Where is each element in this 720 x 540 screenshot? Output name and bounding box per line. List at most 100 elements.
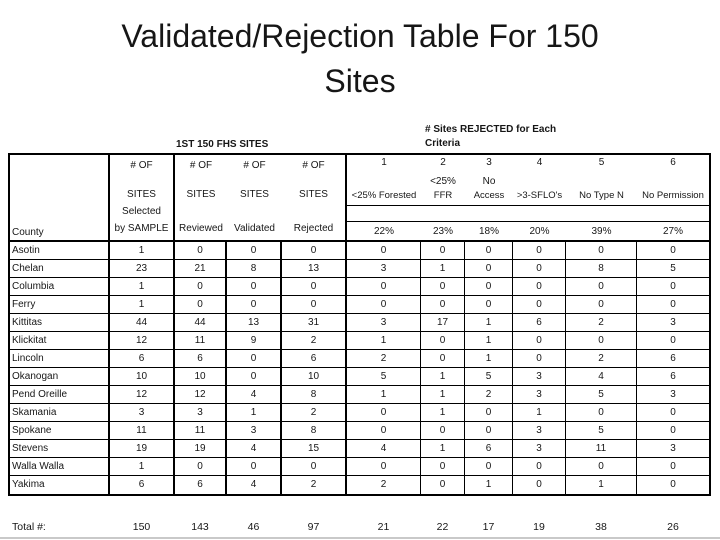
value-cell: 1: [421, 386, 465, 404]
criteria-header-column: 1 <25% Forested: [347, 155, 421, 205]
value-cell: 0: [465, 404, 513, 422]
value-cell: 44: [110, 314, 175, 332]
criteria-percent-row: 22% 23% 18% 20% 39% 27%: [347, 222, 709, 240]
value-cell: 3: [347, 314, 421, 332]
value-cell: 0: [227, 278, 282, 296]
value-cell: 1: [513, 404, 566, 422]
value-cell: 3: [513, 422, 566, 440]
criteria-sublabel: <25%: [430, 176, 456, 187]
table-row: Columbia 1 0 0 0 0 0 0 0 0 0: [10, 278, 709, 296]
value-cell: 1: [465, 332, 513, 350]
value-cell: 12: [175, 386, 227, 404]
value-cell: 5: [566, 422, 637, 440]
value-cell: 2: [465, 386, 513, 404]
county-cell: Chelan: [10, 260, 110, 278]
value-cell: 0: [637, 332, 709, 350]
criteria-sublabel: No: [482, 176, 496, 187]
value-cell: 1: [421, 440, 465, 458]
value-cell: 9: [227, 332, 282, 350]
value-cell: 3: [227, 422, 282, 440]
value-cell: 1: [421, 260, 465, 278]
county-cell: Asotin: [10, 242, 110, 260]
value-cell: 0: [637, 296, 709, 314]
value-cell: 2: [282, 332, 347, 350]
value-cell: 1: [465, 314, 513, 332]
right-section-label: # Sites REJECTED for Each Criteria: [425, 123, 556, 151]
criteria-number: 2: [440, 157, 446, 168]
criteria-label: FFR: [433, 190, 453, 201]
total-value-cell: 46: [247, 521, 260, 533]
value-cell: 11: [175, 332, 227, 350]
county-cell: Kittitas: [10, 314, 110, 332]
county-header-cell: County: [10, 155, 110, 240]
site-header-line: Validated: [234, 223, 275, 234]
value-cell: 0: [513, 350, 566, 368]
value-cell: 6: [175, 476, 227, 494]
criteria-label: No Type N: [579, 190, 624, 201]
value-cell: 0: [513, 476, 566, 494]
value-cell: 0: [227, 350, 282, 368]
value-cell: 1: [347, 332, 421, 350]
county-cell: Skamania: [10, 404, 110, 422]
county-header-label: County: [12, 227, 44, 238]
value-cell: 1: [421, 368, 465, 386]
site-header-line: Rejected: [293, 223, 334, 234]
value-cell: 0: [421, 350, 465, 368]
value-cell: 0: [282, 458, 347, 476]
value-cell: 0: [465, 278, 513, 296]
value-cell: 3: [513, 440, 566, 458]
criteria-percent: 20%: [529, 225, 550, 237]
value-cell: 3: [110, 404, 175, 422]
value-cell: 3: [637, 314, 709, 332]
value-cell: 5: [465, 368, 513, 386]
sample-header-line: # OF: [130, 160, 153, 171]
table-body: Asotin 1 0 0 0 0 0 0 0 0 0 Chelan 23 21 8 13 3 1 0 0 8 5 Colum…: [10, 242, 709, 494]
criteria-label: <25% Forested: [351, 190, 417, 201]
value-cell: 0: [465, 260, 513, 278]
value-cell: 11: [566, 440, 637, 458]
value-cell: 0: [175, 278, 227, 296]
value-cell: 15: [282, 440, 347, 458]
value-cell: 3: [513, 386, 566, 404]
value-cell: 0: [227, 242, 282, 260]
value-cell: 6: [110, 350, 175, 368]
table-row: Okanogan 10 10 0 10 5 1 5 3 4 6: [10, 368, 709, 386]
value-cell: 0: [282, 296, 347, 314]
site-header-column: # OF SITES Reviewed: [175, 155, 227, 240]
value-cell: 6: [175, 350, 227, 368]
value-cell: 6: [110, 476, 175, 494]
criteria-labels-row: 1 <25% Forested 2 <25% FFR 3 No Access 4 >3-SFLO'…: [347, 155, 709, 206]
value-cell: 0: [347, 458, 421, 476]
value-cell: 44: [175, 314, 227, 332]
county-cell: Lincoln: [10, 350, 110, 368]
value-cell: 6: [637, 350, 709, 368]
value-cell: 0: [513, 278, 566, 296]
value-cell: 10: [175, 368, 227, 386]
page-title-line1: Validated/Rejection Table For 150: [121, 18, 599, 54]
table-row: Pend Oreille 12 12 4 8 1 1 2 3 5 3: [10, 386, 709, 404]
value-cell: 0: [347, 296, 421, 314]
value-cell: 5: [566, 386, 637, 404]
value-cell: 0: [566, 332, 637, 350]
value-cell: 6: [637, 368, 709, 386]
value-cell: 0: [465, 422, 513, 440]
total-value-cell: 26: [667, 521, 679, 533]
value-cell: 19: [110, 440, 175, 458]
value-cell: 0: [566, 458, 637, 476]
county-cell: Stevens: [10, 440, 110, 458]
value-cell: 12: [110, 332, 175, 350]
table-row: Skamania 3 3 1 2 0 1 0 1 0 0: [10, 404, 709, 422]
criteria-number: 6: [670, 157, 676, 168]
site-header-column: # OF SITES Rejected: [282, 155, 345, 240]
value-cell: 8: [566, 260, 637, 278]
value-cell: 13: [282, 260, 347, 278]
value-cell: 0: [566, 404, 637, 422]
value-cell: 8: [227, 260, 282, 278]
totals-row: Total #: 150 143 46 97 21 22 17 19 38 26: [8, 519, 711, 535]
county-cell: Pend Oreille: [10, 386, 110, 404]
value-cell: 1: [110, 458, 175, 476]
value-cell: 31: [282, 314, 347, 332]
value-cell: 0: [566, 242, 637, 260]
site-header-line: # OF: [243, 160, 266, 171]
criteria-percent: 18%: [478, 225, 499, 237]
